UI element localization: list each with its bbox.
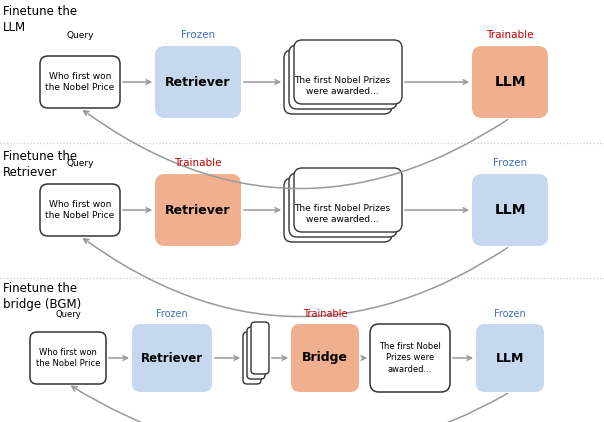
Text: Frozen: Frozen xyxy=(494,309,526,319)
FancyBboxPatch shape xyxy=(243,332,261,384)
Text: LLM: LLM xyxy=(494,75,525,89)
FancyArrowPatch shape xyxy=(72,387,507,422)
FancyBboxPatch shape xyxy=(284,178,392,242)
Text: LLM: LLM xyxy=(496,352,524,365)
Text: Query: Query xyxy=(55,310,81,319)
FancyArrowPatch shape xyxy=(83,111,508,189)
Text: Frozen: Frozen xyxy=(493,158,527,168)
Text: Trainable: Trainable xyxy=(174,158,222,168)
FancyBboxPatch shape xyxy=(40,56,120,108)
Text: LLM: LLM xyxy=(494,203,525,217)
Text: Who first won
the Nobel Price: Who first won the Nobel Price xyxy=(45,200,115,220)
FancyBboxPatch shape xyxy=(284,50,392,114)
Text: Frozen: Frozen xyxy=(181,30,215,40)
FancyBboxPatch shape xyxy=(370,324,450,392)
Text: The first Nobel
Prizes were
awarded...: The first Nobel Prizes were awarded... xyxy=(379,342,441,373)
Text: Trainable: Trainable xyxy=(303,309,347,319)
FancyBboxPatch shape xyxy=(289,45,397,109)
FancyBboxPatch shape xyxy=(472,46,548,118)
Text: Who first won
the Nobel Price: Who first won the Nobel Price xyxy=(36,348,100,368)
Text: The first Nobel Prizes
were awarded...: The first Nobel Prizes were awarded... xyxy=(294,76,390,96)
Text: Frozen: Frozen xyxy=(156,309,188,319)
Text: Finetune the
Retriever: Finetune the Retriever xyxy=(3,150,77,179)
FancyBboxPatch shape xyxy=(294,40,402,104)
Text: Query: Query xyxy=(66,159,94,168)
Text: Query: Query xyxy=(66,31,94,40)
FancyBboxPatch shape xyxy=(289,173,397,237)
FancyBboxPatch shape xyxy=(247,327,265,379)
Text: Retriever: Retriever xyxy=(165,76,231,89)
FancyBboxPatch shape xyxy=(472,174,548,246)
Text: Finetune the
bridge (BGM): Finetune the bridge (BGM) xyxy=(3,282,82,311)
FancyBboxPatch shape xyxy=(40,184,120,236)
FancyBboxPatch shape xyxy=(476,324,544,392)
FancyBboxPatch shape xyxy=(30,332,106,384)
Text: Finetune the
LLM: Finetune the LLM xyxy=(3,5,77,34)
Text: Trainable: Trainable xyxy=(486,30,534,40)
Text: Retriever: Retriever xyxy=(165,203,231,216)
FancyBboxPatch shape xyxy=(291,324,359,392)
FancyArrowPatch shape xyxy=(83,239,508,316)
Text: The first Nobel Prizes
were awarded...: The first Nobel Prizes were awarded... xyxy=(294,204,390,224)
FancyBboxPatch shape xyxy=(155,174,241,246)
Text: Bridge: Bridge xyxy=(302,352,348,365)
Text: Who first won
the Nobel Price: Who first won the Nobel Price xyxy=(45,72,115,92)
FancyBboxPatch shape xyxy=(294,168,402,232)
FancyBboxPatch shape xyxy=(155,46,241,118)
FancyBboxPatch shape xyxy=(132,324,212,392)
Text: Retriever: Retriever xyxy=(141,352,203,365)
FancyBboxPatch shape xyxy=(251,322,269,374)
